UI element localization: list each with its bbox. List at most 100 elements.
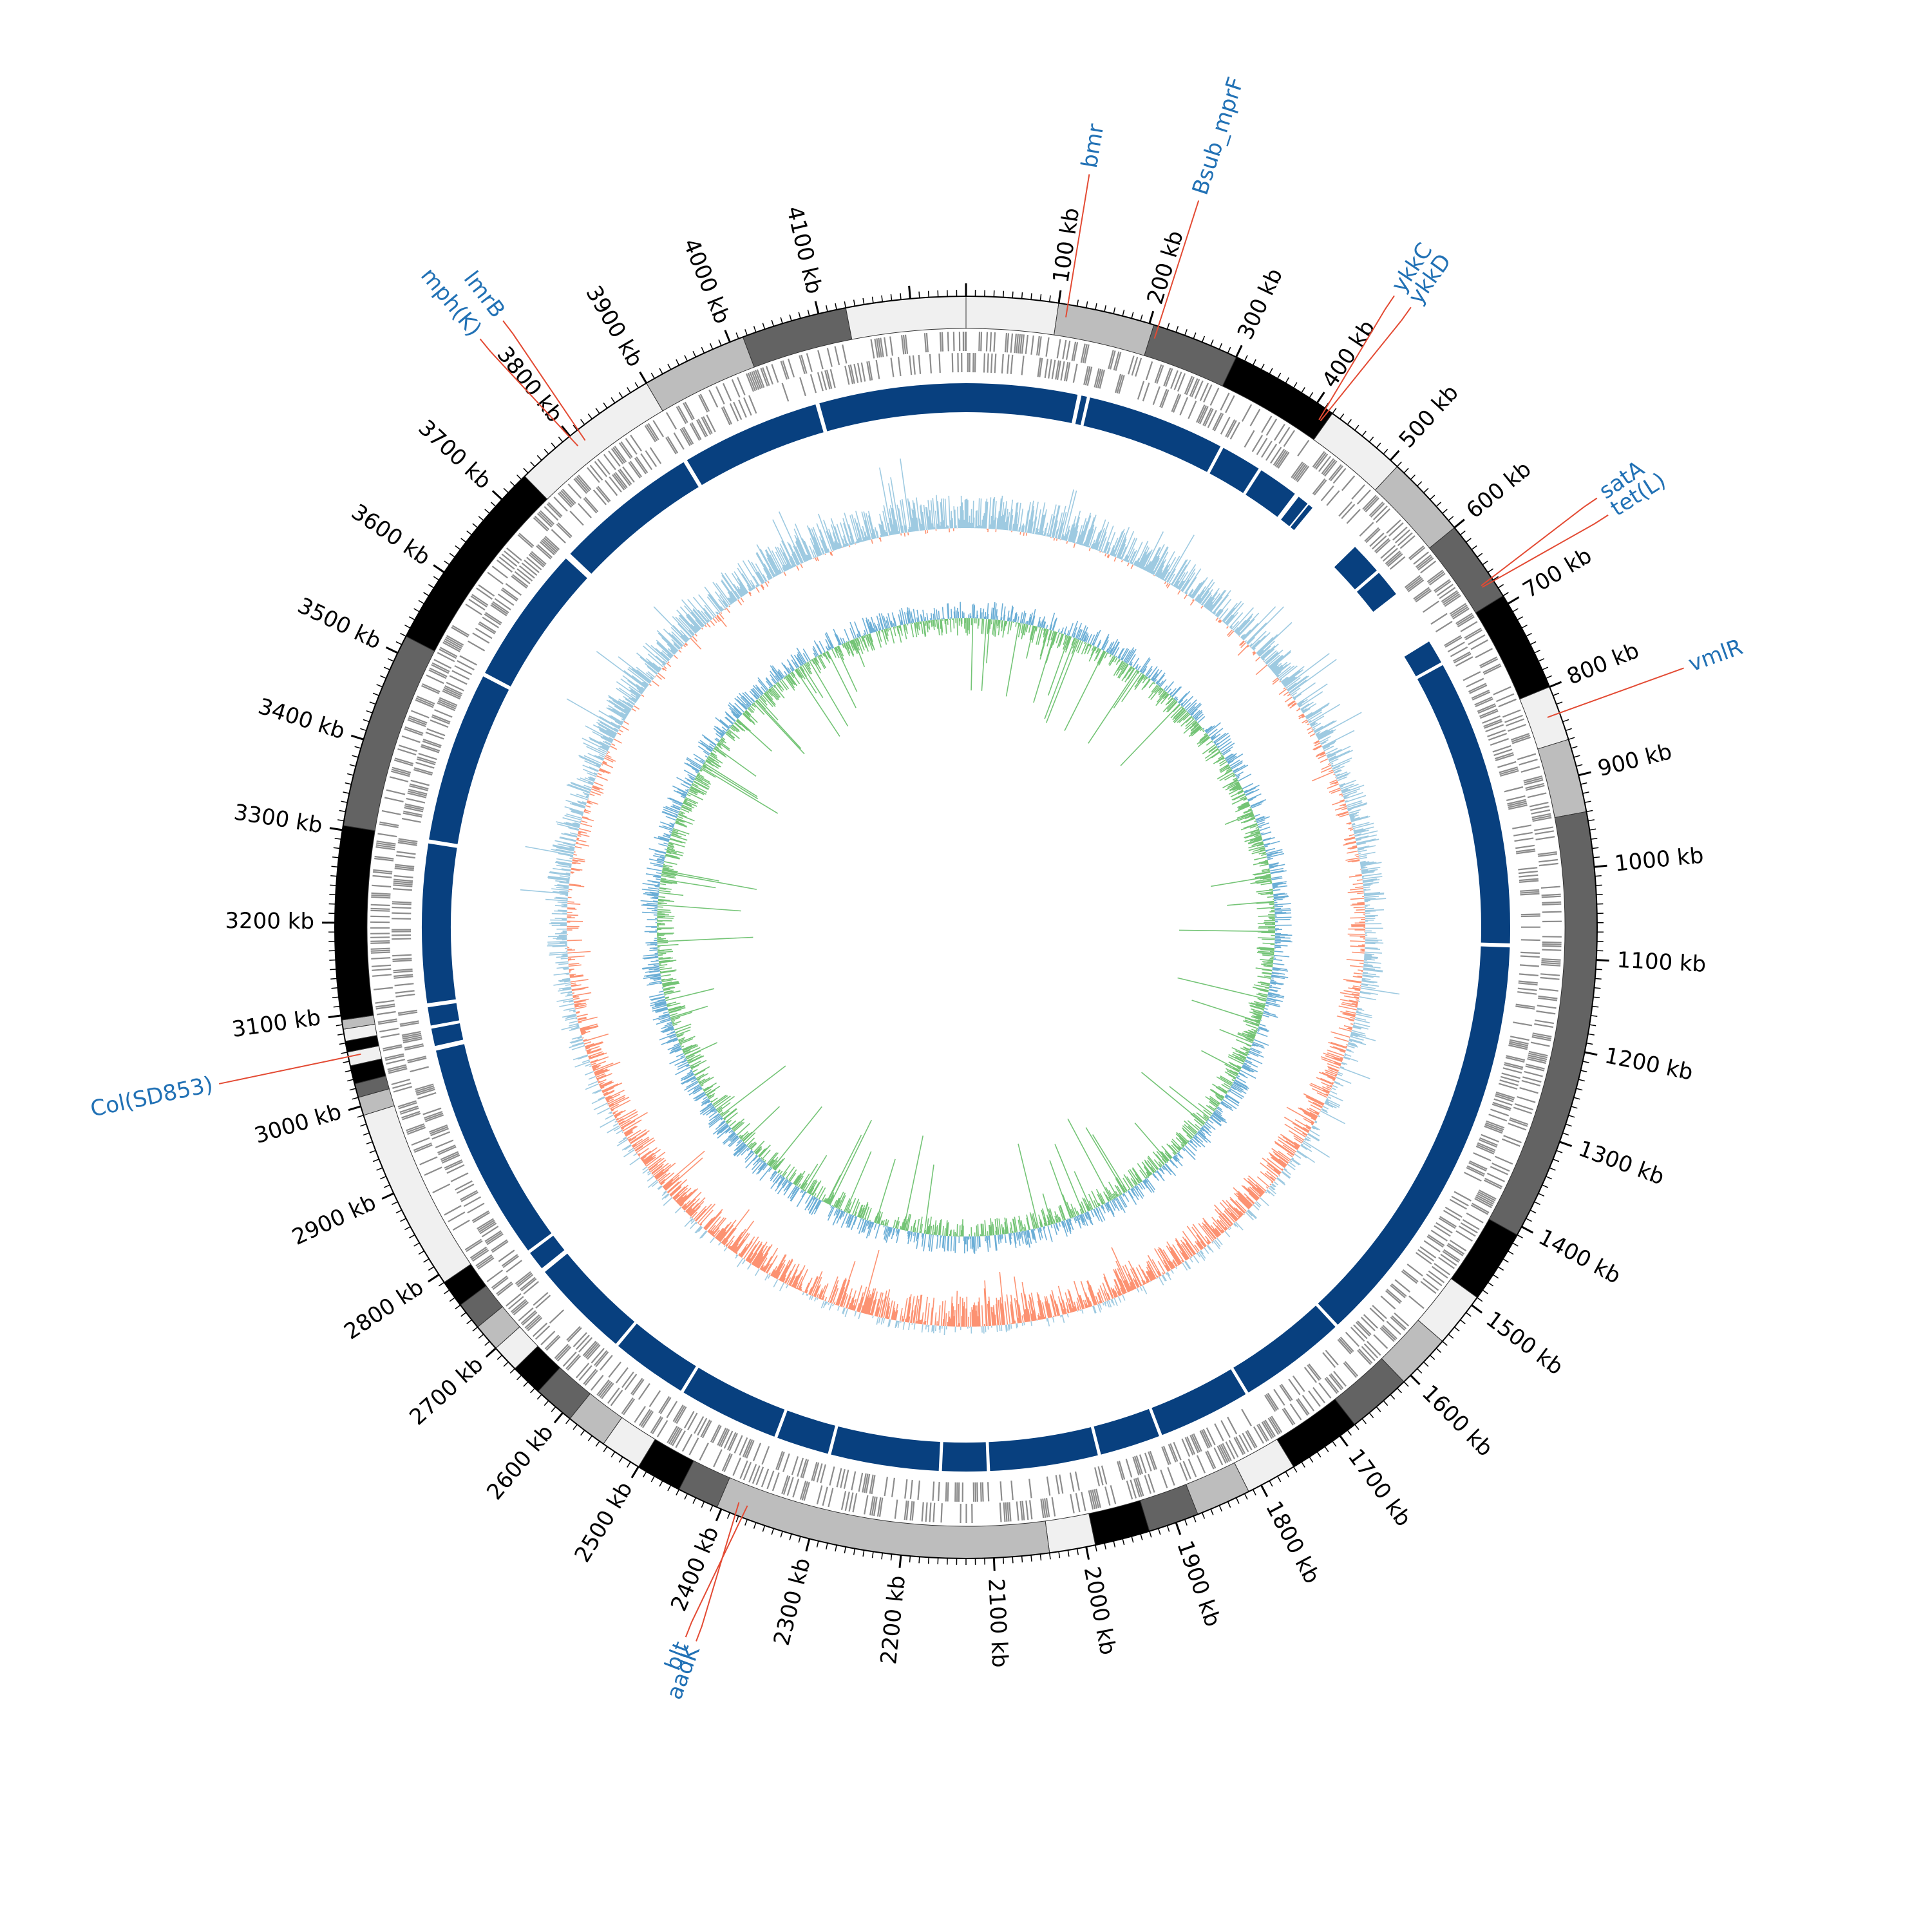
minor-tick	[650, 372, 655, 379]
minor-tick	[455, 545, 461, 551]
minor-tick	[1487, 1282, 1493, 1287]
minor-tick	[627, 1461, 631, 1468]
minor-tick	[853, 1548, 856, 1555]
minor-tick	[643, 1471, 647, 1478]
gene-label: Col(SD853)	[88, 1072, 215, 1122]
minor-tick	[1184, 329, 1188, 336]
major-tick	[1339, 1435, 1349, 1447]
minor-tick	[332, 996, 339, 999]
minor-tick	[1210, 339, 1214, 346]
minor-tick	[789, 314, 792, 321]
gene-leader-line	[1481, 497, 1598, 587]
minor-tick	[1244, 355, 1248, 361]
minor-tick	[444, 1289, 450, 1294]
minor-tick	[1269, 368, 1273, 375]
minor-tick	[1122, 1539, 1125, 1546]
minor-tick	[762, 323, 766, 330]
minor-tick	[383, 1184, 390, 1188]
minor-tick	[1252, 359, 1256, 366]
minor-tick	[551, 442, 556, 448]
minor-tick	[1530, 641, 1537, 645]
minor-tick	[587, 413, 592, 420]
minor-tick	[372, 692, 379, 696]
major-tick	[1260, 1484, 1269, 1497]
alignment-block	[570, 462, 699, 574]
minor-tick	[1460, 530, 1466, 536]
minor-tick	[1397, 461, 1402, 467]
minor-tick	[1166, 1525, 1170, 1532]
minor-tick	[718, 339, 722, 346]
alignment-block	[942, 1442, 987, 1472]
minor-tick	[603, 402, 608, 409]
major-tick	[639, 371, 648, 384]
minor-tick	[835, 1545, 837, 1552]
tick-label: 1100 kb	[1616, 947, 1707, 978]
minor-tick	[1565, 1123, 1572, 1127]
minor-tick	[372, 1159, 379, 1162]
minor-tick	[1586, 810, 1593, 813]
minor-tick	[404, 624, 411, 629]
alignment-block	[422, 843, 457, 1004]
minor-tick	[853, 299, 856, 307]
minor-tick	[789, 1533, 792, 1540]
alignment-block	[1290, 504, 1313, 531]
minor-tick	[490, 502, 497, 507]
minor-tick	[1497, 583, 1504, 589]
minor-tick	[1546, 1175, 1552, 1180]
minor-tick	[735, 332, 739, 339]
scale-ticks	[322, 283, 1609, 1571]
minor-tick	[341, 800, 348, 803]
minor-tick	[1210, 1509, 1214, 1515]
contig-ring	[334, 296, 1598, 1559]
gene-label: bmr	[1077, 122, 1110, 169]
minor-tick	[1423, 1361, 1429, 1367]
tick-label: 2800 kb	[339, 1274, 428, 1345]
minor-tick	[603, 1446, 608, 1452]
minor-tick	[1591, 837, 1598, 840]
minor-tick	[523, 1381, 529, 1387]
minor-tick	[404, 1226, 411, 1231]
minor-tick	[1568, 1115, 1575, 1118]
alignment-block	[1281, 497, 1308, 527]
minor-tick	[503, 1361, 509, 1367]
minor-tick	[1260, 363, 1265, 370]
major-tick	[1235, 345, 1243, 358]
minor-tick	[1003, 1557, 1005, 1564]
alignment-block	[777, 1410, 835, 1454]
gene-label: Bsub_mprF	[1188, 74, 1249, 198]
tick-label: 2400 kb	[666, 1522, 724, 1615]
minor-tick	[1538, 1193, 1545, 1197]
minor-tick	[1012, 291, 1014, 298]
minor-tick	[1067, 1550, 1070, 1557]
minor-tick	[1227, 346, 1231, 354]
minor-tick	[376, 684, 383, 688]
minor-tick	[1076, 1548, 1079, 1555]
major-tick	[1085, 1546, 1090, 1560]
major-tick	[1578, 771, 1591, 777]
minor-tick	[1582, 791, 1589, 794]
tick-label: 3300 kb	[232, 799, 324, 838]
major-tick	[1584, 1051, 1598, 1056]
tick-label: 900 kb	[1595, 739, 1674, 782]
minor-tick	[369, 701, 376, 705]
minor-tick	[349, 764, 356, 767]
minor-tick	[780, 1531, 783, 1538]
minor-tick	[1429, 495, 1435, 500]
minor-tick	[1340, 413, 1345, 420]
minor-tick	[536, 1394, 542, 1400]
minor-tick	[1465, 1312, 1472, 1317]
minor-tick	[844, 301, 846, 308]
tick-label: 3800 kb	[491, 342, 567, 428]
tick-label: 1500 kb	[1481, 1306, 1568, 1380]
minor-tick	[667, 1484, 672, 1492]
minor-tick	[1269, 1480, 1273, 1487]
minor-tick	[433, 576, 440, 581]
alignment-block	[966, 383, 1078, 423]
minor-tick	[900, 293, 902, 300]
tick-label: 2100 kb	[983, 1578, 1012, 1668]
contig-segment	[1313, 413, 1398, 491]
minor-tick	[1332, 1441, 1337, 1447]
minor-tick	[1131, 312, 1134, 319]
minor-tick	[1095, 303, 1097, 310]
